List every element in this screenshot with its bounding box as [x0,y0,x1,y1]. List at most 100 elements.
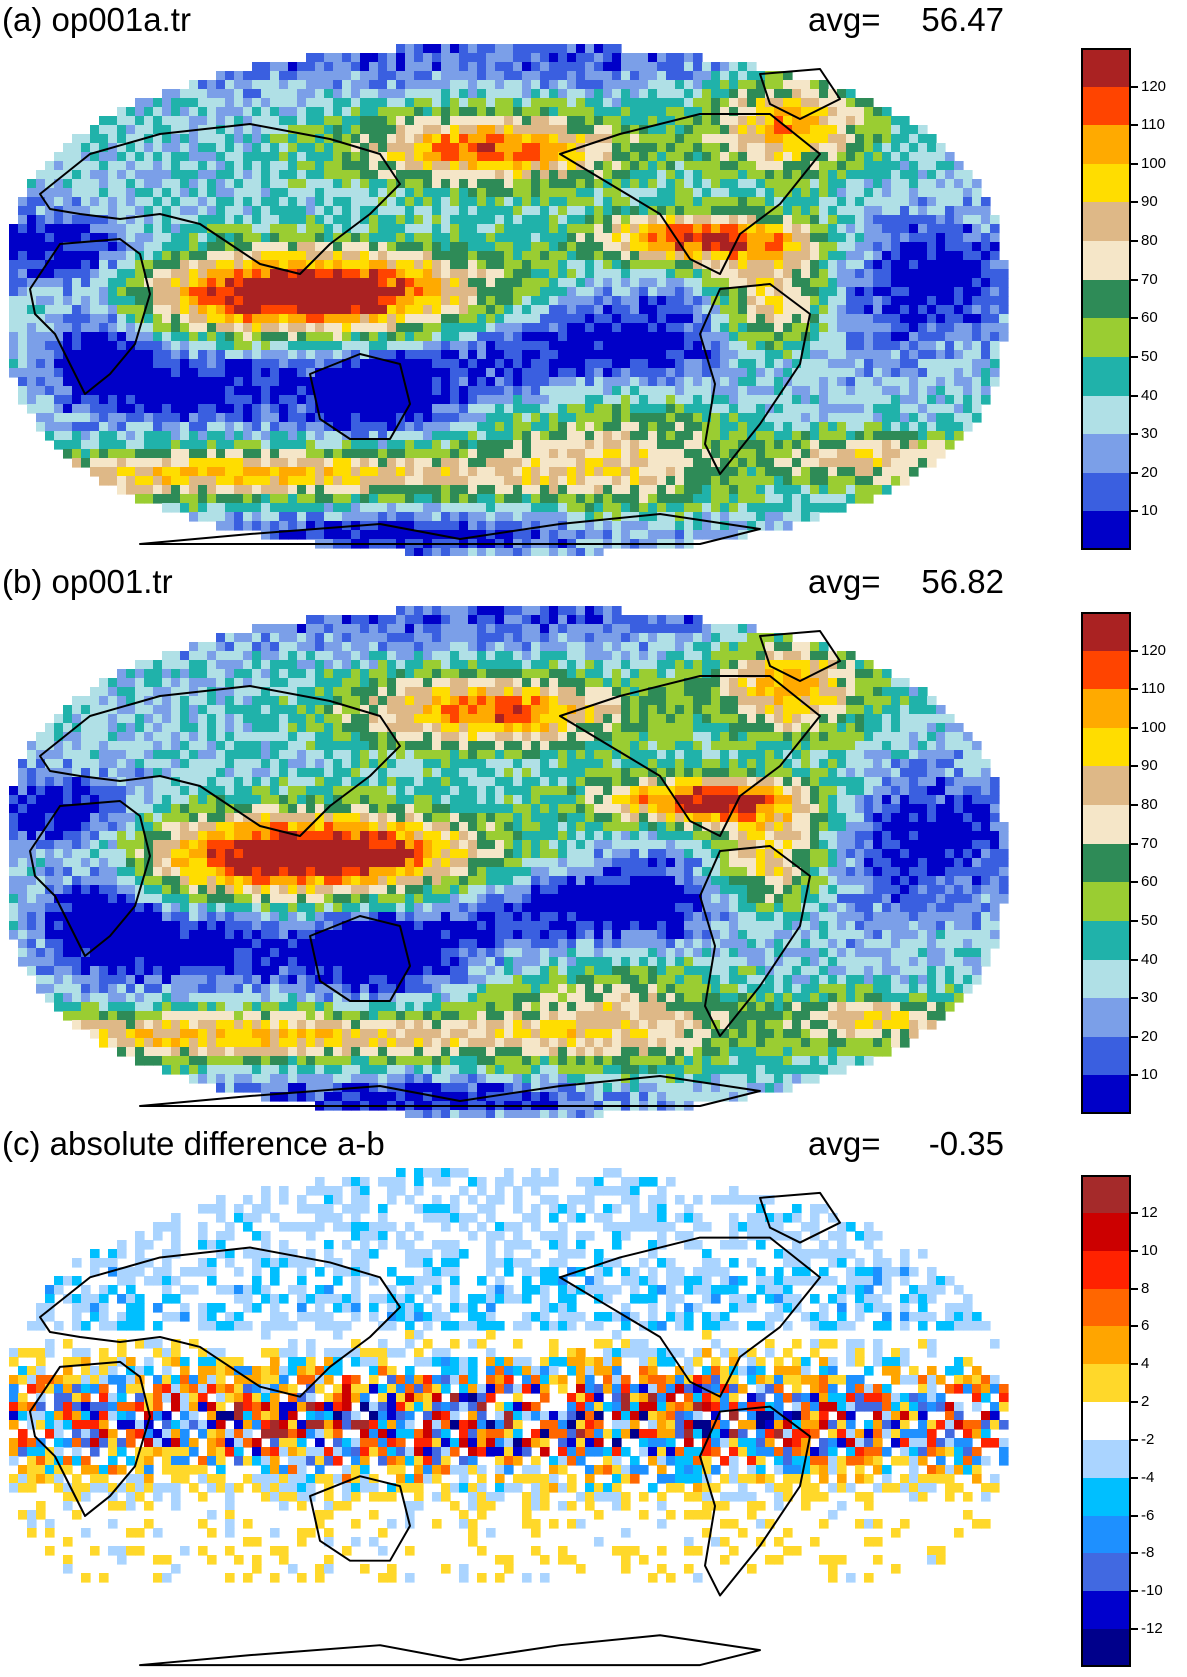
colorbar-tick [1131,433,1138,436]
colorbar-swatch [1081,1477,1131,1517]
colorbar-tick [1131,1211,1138,1214]
colorbar-tick [1131,765,1138,768]
colorbar-label: -10 [1141,1582,1163,1600]
colorbar-tick [1131,201,1138,204]
colorbar-swatch [1081,920,1131,961]
colorbar-swatch [1081,1288,1131,1327]
colorbar-swatch [1081,689,1131,729]
colorbar-label: 12 [1141,1203,1158,1221]
colorbar-tick [1131,1590,1138,1593]
colorbar-tick [1131,842,1138,845]
colorbar-swatch [1081,612,1131,652]
colorbar-label: 60 [1141,309,1158,327]
colorbar-tick [1131,1363,1138,1366]
colorbar-swatch [1081,1326,1131,1365]
colorbar-tick [1131,471,1138,474]
map-difference [9,1168,1009,1667]
colorbar-tick [1131,649,1138,652]
colorbar-label: 50 [1141,911,1158,929]
colorbar-label: 8 [1141,1279,1150,1297]
colorbar-tick [1131,1401,1138,1404]
colorbar-label: 20 [1141,463,1158,481]
colorbar-swatch [1081,241,1131,281]
colorbar-tick [1131,1628,1138,1631]
colorbar-swatch [1081,1250,1131,1290]
colorbar-label: 10 [1141,1066,1158,1084]
colorbar-label: 70 [1141,834,1158,852]
colorbar-a: 120 110 100 90 80 70 60 50 40 30 20 10 [1081,48,1185,551]
colorbar-tick [1131,1074,1138,1077]
colorbar-tick [1131,124,1138,127]
panel-a: (a) op001a.tr avg= 56.47 [0,0,1187,556]
colorbar-tick [1131,997,1138,1000]
colorbar-label: -12 [1141,1620,1163,1638]
colorbar-tick [1131,1249,1138,1252]
colorbar-label: 80 [1141,232,1158,250]
colorbar-swatch [1081,472,1131,512]
colorbar-tick [1131,85,1138,88]
map-op001a [9,44,1009,556]
colorbar-label: 100 [1141,718,1167,736]
colorbar-label: 110 [1141,116,1165,134]
colorbar-label: 10 [1141,502,1158,520]
colorbar-swatch [1081,1515,1131,1554]
map-op001 [9,606,1009,1118]
coastlines [29,68,841,545]
colorbar-tick [1131,1035,1138,1038]
avg-label: avg= [808,1125,881,1162]
colorbar-swatch [1081,1591,1131,1630]
colorbar-label: 4 [1141,1355,1150,1373]
colorbar-tick [1131,1552,1138,1555]
colorbar-tick [1131,510,1138,513]
colorbar-tick [1131,355,1138,358]
colorbar-tick [1131,726,1138,729]
colorbar-tick [1131,958,1138,961]
colorbar-tick [1131,317,1138,320]
colorbar-label: 120 [1141,77,1167,95]
colorbar-label: 10 [1141,1241,1158,1259]
colorbar-tick [1131,881,1138,884]
avg-label: avg= [808,563,881,600]
colorbar-label: 90 [1141,193,1158,211]
panel-c: (c) absolute difference a-b avg= -0.35 [0,1124,1187,1677]
colorbar-swatch [1081,805,1131,845]
avg-label: avg= [808,1,881,38]
colorbar-swatch [1081,650,1131,690]
colorbar-tick [1131,394,1138,397]
colorbar-label: 70 [1141,270,1158,288]
colorbar-tick [1131,1438,1138,1441]
colorbar-swatch [1081,202,1131,242]
colorbar-tick [1131,688,1138,691]
colorbar-c: 12 10 8 6 4 2 -2 -4 -6 -8 -10 -12 [1081,1175,1185,1668]
colorbar-label: 6 [1141,1317,1150,1335]
panel-b: (b) op001.tr avg= 56.82 [0,562,1187,1118]
colorbar-swatch [1081,882,1131,922]
colorbar-label: 60 [1141,873,1158,891]
colorbar-tick [1131,804,1138,807]
colorbar-label: 50 [1141,347,1158,365]
colorbar-tick [1131,1287,1138,1290]
colorbar-swatch [1081,395,1131,435]
colorbar-label: -2 [1141,1430,1155,1448]
colorbar-label: -8 [1141,1544,1155,1562]
colorbar-swatch [1081,1036,1131,1076]
colorbar-label: 40 [1141,386,1158,404]
colorbar-label: 30 [1141,425,1158,443]
colorbar-label: 20 [1141,1027,1158,1045]
colorbar-tick [1131,278,1138,281]
coastlines [29,1191,841,1667]
colorbar-swatch [1081,959,1131,999]
avg-value: -0.35 [928,1125,1004,1162]
colorbar-swatch [1081,318,1131,358]
colorbar-label: 40 [1141,950,1158,968]
colorbar-tick [1131,162,1138,165]
colorbar-label: 100 [1141,154,1167,172]
colorbar-swatch [1081,1364,1131,1403]
colorbar-swatch [1081,1439,1131,1479]
colorbar-swatch [1081,511,1131,551]
colorbar-label: 90 [1141,757,1158,775]
colorbar-tick [1131,240,1138,243]
colorbar-label: 110 [1141,680,1165,698]
colorbar-swatch [1081,1402,1131,1441]
panel-title: (b) op001.tr [2,563,173,600]
